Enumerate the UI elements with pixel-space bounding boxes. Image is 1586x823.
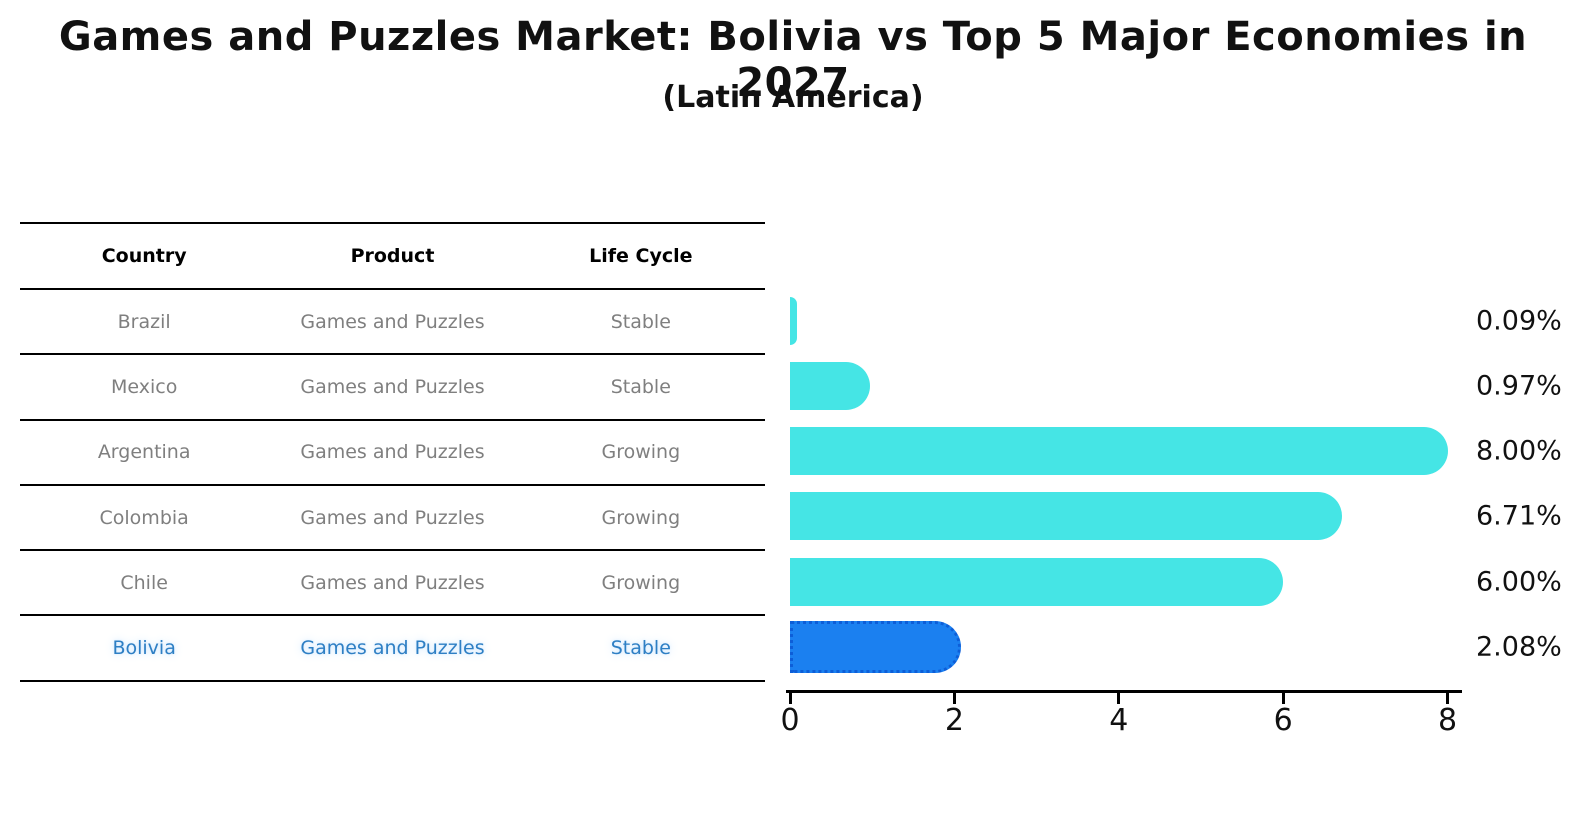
country-table: Country Product Life Cycle Brazil Games … <box>20 222 765 682</box>
x-axis-tick-label: 0 <box>780 703 800 738</box>
bar-mexico <box>790 361 870 410</box>
chart-subtitle: (Latin America) <box>662 80 924 115</box>
table-row-brazil: Brazil Games and Puzzles Stable <box>20 290 765 356</box>
product-cell: Games and Puzzles <box>300 637 485 660</box>
x-axis-tick-label: 6 <box>1273 703 1293 738</box>
lifecycle-cell: Stable <box>610 310 671 333</box>
column-header-product: Product <box>350 245 435 267</box>
value-label-bolivia: 2.08% <box>1476 631 1562 663</box>
country-cell: Brazil <box>117 310 171 333</box>
country-cell: Bolivia <box>112 637 176 660</box>
x-axis-tick-label: 2 <box>944 703 964 738</box>
table-row-chile: Chile Games and Puzzles Growing <box>20 551 765 617</box>
table-row-argentina: Argentina Games and Puzzles Growing <box>20 421 765 486</box>
country-cell: Mexico <box>110 375 178 398</box>
bar-chile <box>790 557 1284 606</box>
table-header-row: Country Product Life Cycle <box>20 224 765 290</box>
product-cell: Games and Puzzles <box>300 506 485 529</box>
x-axis-tick <box>1446 692 1450 704</box>
column-header-country: Country <box>101 245 187 267</box>
value-label-chile: 6.00% <box>1476 566 1562 598</box>
lifecycle-cell: Growing <box>601 571 681 594</box>
x-axis-tick-label: 8 <box>1438 703 1458 738</box>
lifecycle-cell: Growing <box>601 441 681 464</box>
x-axis-tick-label: 4 <box>1109 703 1129 738</box>
lifecycle-cell: Growing <box>601 506 681 529</box>
x-axis-line <box>786 690 1462 693</box>
bar-brazil <box>790 296 798 345</box>
bar-argentina <box>790 427 1448 476</box>
country-cell: Argentina <box>97 441 191 464</box>
country-cell: Colombia <box>99 506 189 529</box>
chart-title: Games and Puzzles Market: Bolivia vs Top… <box>58 14 1528 106</box>
value-label-brazil: 0.09% <box>1476 305 1562 336</box>
value-label-argentina: 8.00% <box>1476 435 1562 467</box>
x-axis-tick <box>788 692 792 704</box>
table-row-bolivia: Bolivia Games and Puzzles Stable <box>20 616 765 679</box>
product-cell: Games and Puzzles <box>300 310 485 333</box>
table-row-colombia: Colombia Games and Puzzles Growing <box>20 486 765 552</box>
x-axis-tick <box>952 692 956 704</box>
product-cell: Games and Puzzles <box>300 571 485 594</box>
value-label-mexico: 0.97% <box>1476 370 1562 402</box>
value-label-colombia: 6.71% <box>1476 500 1562 532</box>
bar-bolivia <box>790 621 961 673</box>
lifecycle-cell: Stable <box>610 375 671 398</box>
product-cell: Games and Puzzles <box>300 441 485 464</box>
country-cell: Chile <box>120 571 168 594</box>
column-header-lifecycle: Life Cycle <box>589 245 693 267</box>
table-row-mexico: Mexico Games and Puzzles Stable <box>20 355 765 421</box>
lifecycle-cell: Stable <box>610 637 671 660</box>
x-axis-tick <box>1281 692 1285 704</box>
product-cell: Games and Puzzles <box>300 375 485 398</box>
x-axis-tick <box>1117 692 1121 704</box>
bar-colombia <box>790 492 1342 541</box>
